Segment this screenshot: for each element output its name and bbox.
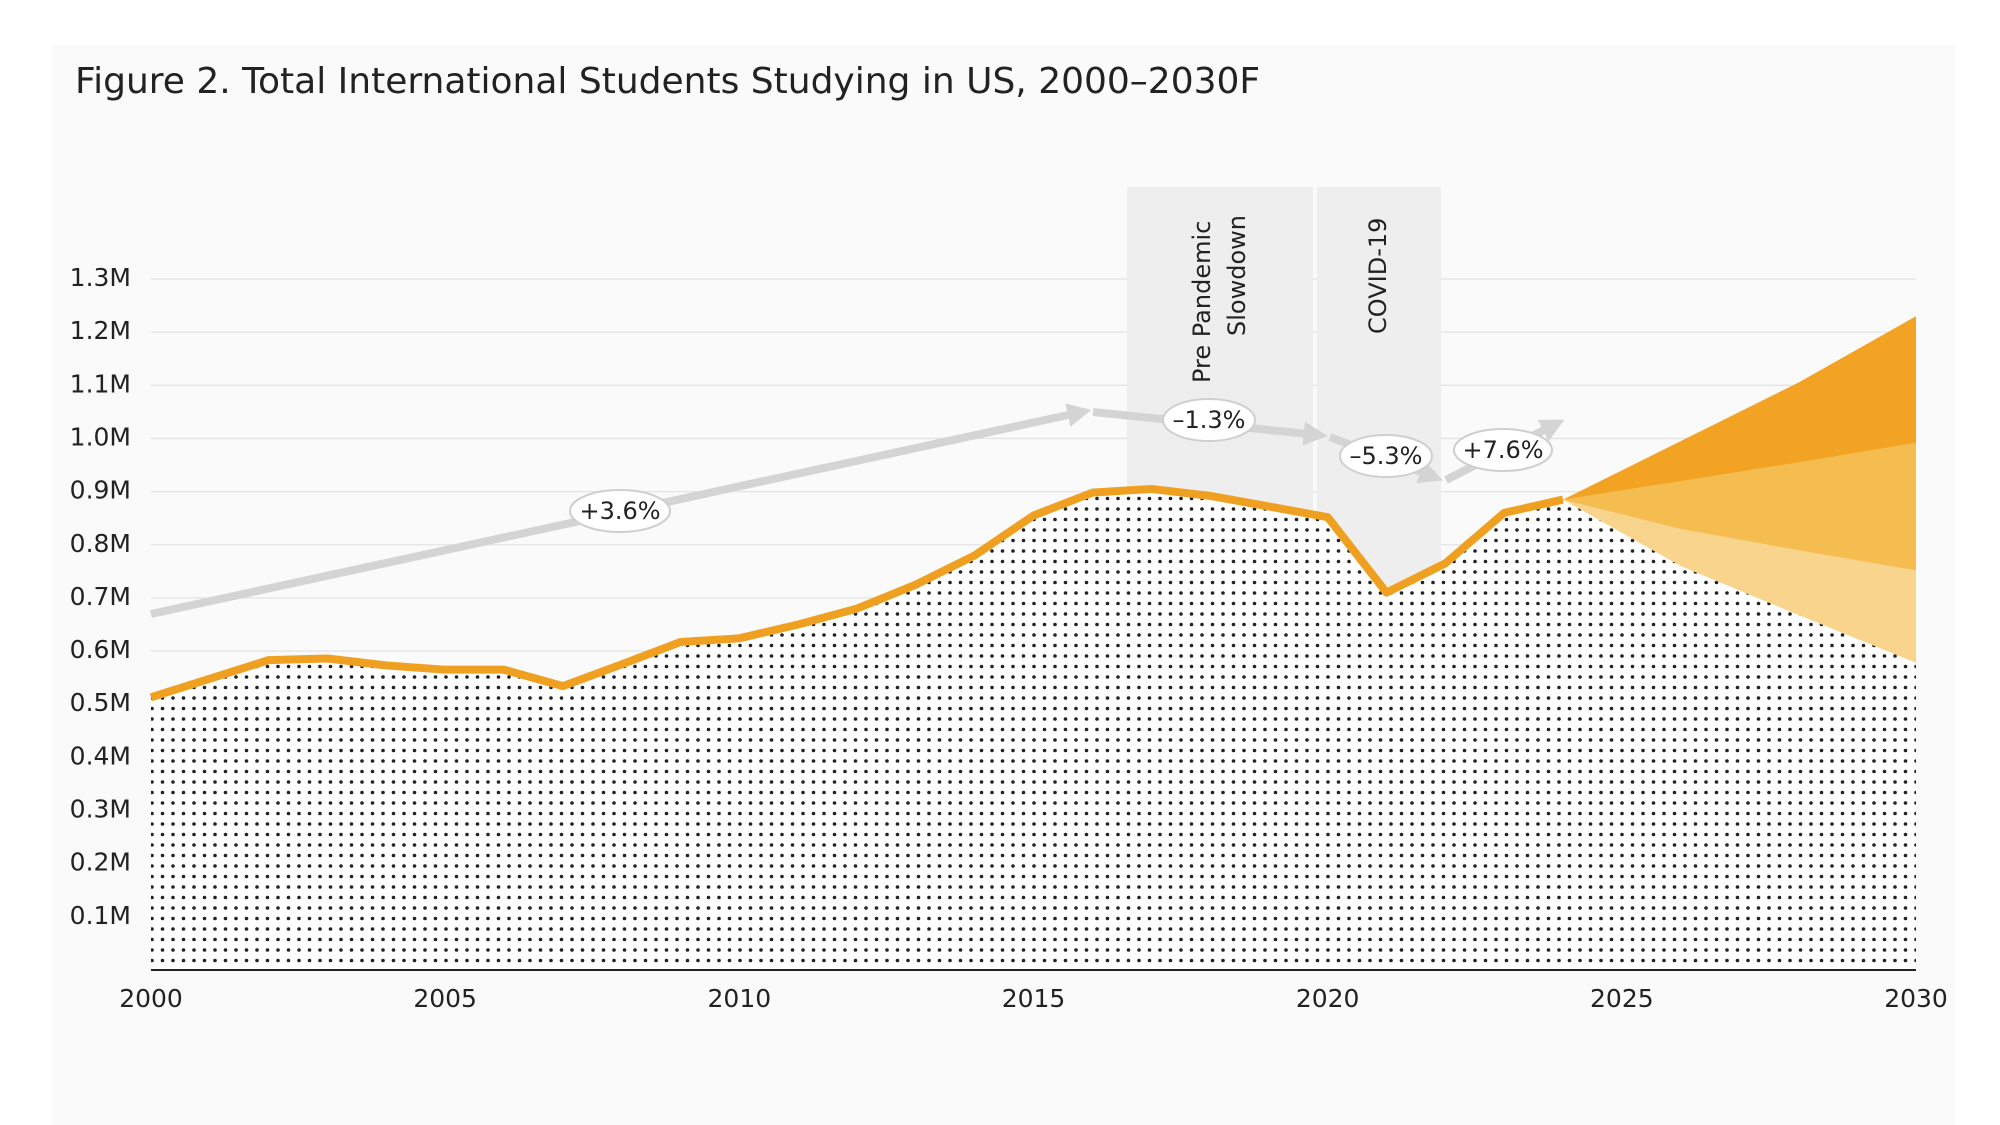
x-tick-label: 2005 (413, 984, 477, 1013)
history-area (151, 488, 1563, 970)
y-tick-label: 0.2M (70, 848, 131, 877)
y-tick-label: 0.1M (70, 901, 131, 930)
x-tick-label: 2020 (1296, 984, 1360, 1013)
y-tick-label: 1.3M (70, 263, 131, 292)
y-tick-label: 0.8M (70, 529, 131, 558)
trend-annotations: +3.6% –1.3% –5.3% +7.6% (150, 398, 1565, 618)
trend-label: +7.6% (1462, 436, 1543, 464)
trend-pill (1162, 398, 1256, 442)
trend-pill (1339, 434, 1433, 478)
trend-label: +3.6% (579, 497, 660, 525)
y-tick-label: 0.6M (70, 635, 131, 664)
trend-label: –5.3% (1350, 442, 1423, 470)
x-tick-label: 2010 (708, 984, 772, 1013)
y-tick-label: 0.3M (70, 795, 131, 824)
x-tick-label: 2000 (119, 984, 183, 1013)
trend-label: –1.3% (1173, 406, 1246, 434)
y-tick-label: 1.0M (70, 422, 131, 451)
x-tick-label: 2015 (1002, 984, 1066, 1013)
y-tick-label: 1.2M (70, 316, 131, 345)
y-tick-label: 0.5M (70, 688, 131, 717)
history-line (149, 484, 1564, 702)
trend-pill (1453, 428, 1553, 472)
x-tick-label: 2030 (1884, 984, 1948, 1013)
period-label: COVID-19 (1364, 218, 1392, 334)
y-tick-label: 1.1M (70, 369, 131, 398)
chart-title: Figure 2. Total International Students S… (75, 61, 1260, 102)
y-tick-label: 0.4M (70, 741, 131, 770)
period-label: Pre Pandemic (1188, 221, 1216, 383)
y-tick-label: 0.7M (70, 582, 131, 611)
x-tick-label: 2025 (1590, 984, 1654, 1013)
period-label: Slowdown (1223, 215, 1251, 336)
trend-pill (569, 489, 671, 533)
y-tick-label: 0.9M (70, 476, 131, 505)
forecast-low-area (1563, 499, 1916, 970)
